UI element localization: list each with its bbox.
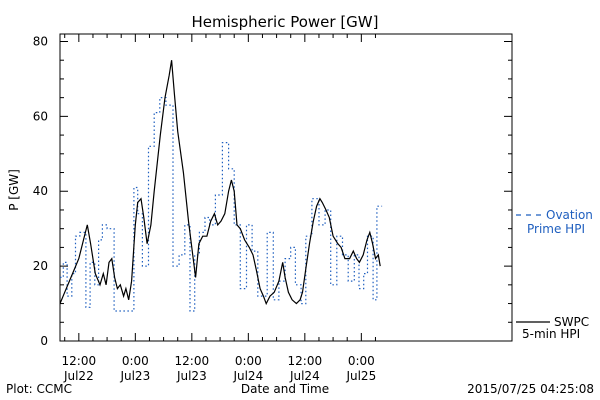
x-tick-label-date: Jul22 [63, 369, 94, 383]
x-tick-label-date: Jul24 [289, 369, 320, 383]
x-tick-label-time: 12:00 [175, 354, 210, 368]
x-tick-label-date: Jul25 [345, 369, 376, 383]
x-tick-label-time: 12:00 [62, 354, 97, 368]
series-group [59, 60, 383, 312]
y-tick-label: 60 [33, 109, 48, 123]
legend-swpc-label-line2: 5-min HPI [522, 327, 580, 341]
y-axis-label: P [GW] [7, 169, 21, 211]
x-tick-label-date: Jul23 [119, 369, 150, 383]
x-tick-label-time: 0:00 [122, 354, 149, 368]
x-axis-label: Date and Time [241, 382, 329, 396]
axes-group: 02040608012:00Jul220:00Jul2312:00Jul230:… [33, 33, 513, 383]
footer-timestamp: 2015/07/25 04:25:08 [467, 382, 594, 396]
ovation-prime-series-line [60, 97, 383, 312]
x-tick-label-time: 0:00 [348, 354, 375, 368]
x-tick-label-time: 0:00 [235, 354, 262, 368]
legend-ovation-label-line2: Prime HPI [527, 222, 585, 236]
x-tick-label-time: 12:00 [288, 354, 323, 368]
legend-ovation-label: Ovation [546, 208, 593, 222]
y-tick-label: 20 [33, 259, 48, 273]
footer-plot-credit: Plot: CCMC [6, 382, 72, 396]
x-tick-label-date: Jul23 [176, 369, 207, 383]
chart-title: Hemispheric Power [GW] [192, 13, 379, 31]
swpc-series-line [59, 60, 381, 306]
plot-frame [59, 33, 513, 342]
y-tick-label: 80 [33, 34, 48, 48]
legend-swpc-label: SWPC [554, 315, 589, 329]
x-tick-label-date: Jul24 [232, 369, 263, 383]
y-tick-label: 0 [40, 334, 48, 348]
y-tick-label: 40 [33, 184, 48, 198]
